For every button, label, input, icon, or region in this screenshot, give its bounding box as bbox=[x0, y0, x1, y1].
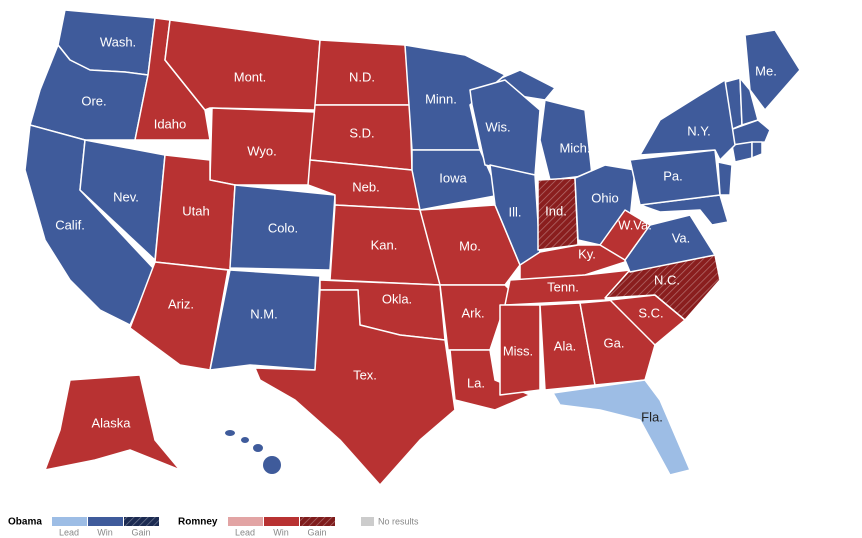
states: Wash. Ore. Calif. Nev. Idaho Mont. Wyo. Utah Col… bbox=[24, 9, 801, 486]
state bbox=[552, 379, 691, 476]
state-label: Ga. bbox=[604, 335, 625, 350]
state-label: Ariz. bbox=[168, 296, 194, 311]
state-label: Mont. bbox=[234, 69, 267, 84]
state-label: Ill. bbox=[509, 204, 522, 219]
state-label: Mo. bbox=[459, 238, 481, 253]
legend-item-label: Gain bbox=[307, 527, 326, 537]
state bbox=[639, 79, 736, 161]
state-label: Ala. bbox=[554, 338, 576, 353]
state-label: N.C. bbox=[654, 272, 680, 287]
island bbox=[253, 444, 263, 452]
state-label: Alaska bbox=[91, 415, 131, 430]
state-label: Calif. bbox=[55, 217, 85, 232]
state bbox=[209, 269, 321, 371]
legend-group-name: Obama bbox=[8, 517, 42, 528]
legend-swatch bbox=[52, 517, 87, 526]
state-label: Minn. bbox=[425, 91, 457, 106]
state-label: Ark. bbox=[461, 305, 484, 320]
legend-item-label: Win bbox=[273, 527, 289, 537]
state-label: Ind. bbox=[545, 203, 567, 218]
state bbox=[419, 204, 521, 286]
state-hatch bbox=[538, 178, 578, 250]
state bbox=[579, 299, 656, 386]
island bbox=[263, 456, 281, 474]
state-label: N.D. bbox=[349, 69, 375, 84]
state-label: Wis. bbox=[485, 119, 510, 134]
state-shape bbox=[751, 141, 763, 159]
legend-swatch bbox=[228, 517, 263, 526]
state bbox=[499, 304, 541, 396]
state-label: La. bbox=[467, 375, 485, 390]
state-label: Okla. bbox=[382, 291, 412, 306]
legend-item-label: Gain bbox=[131, 527, 150, 537]
state-label: Colo. bbox=[268, 220, 298, 235]
state-label: S.C. bbox=[638, 305, 663, 320]
state-label: Kan. bbox=[371, 237, 398, 252]
state-label: Miss. bbox=[503, 343, 533, 358]
state-label: Iowa bbox=[439, 170, 467, 185]
state-label: Neb. bbox=[352, 179, 379, 194]
state-label: S.D. bbox=[349, 125, 374, 140]
legend-item-label: No results bbox=[378, 516, 419, 526]
state-label: N.Y. bbox=[687, 123, 711, 138]
state-label: Idaho bbox=[154, 116, 187, 131]
state bbox=[411, 149, 501, 211]
state bbox=[44, 374, 181, 471]
state-label: W.Va. bbox=[618, 217, 652, 232]
state-label: Tex. bbox=[353, 367, 377, 382]
state-label: Wash. bbox=[100, 34, 136, 49]
state-label: Fla. bbox=[641, 409, 663, 424]
legend-swatch bbox=[264, 517, 299, 526]
state-label: Tenn. bbox=[547, 279, 579, 294]
state bbox=[129, 261, 229, 371]
legend-item-label: Lead bbox=[59, 527, 79, 537]
state bbox=[254, 289, 456, 486]
state-label: Utah bbox=[182, 203, 209, 218]
legend-item-label: Win bbox=[97, 527, 113, 537]
state-label: Ky. bbox=[578, 246, 596, 261]
legend-group-name: Romney bbox=[178, 517, 218, 528]
state bbox=[744, 29, 801, 111]
island bbox=[241, 437, 249, 443]
legend-swatch-hatch bbox=[300, 517, 335, 526]
state-label: N.M. bbox=[250, 306, 277, 321]
state-label: Mich. bbox=[559, 140, 590, 155]
state bbox=[599, 209, 651, 261]
state-label: Me. bbox=[755, 63, 777, 78]
state-label: Va. bbox=[672, 230, 691, 245]
state-label: Pa. bbox=[663, 168, 683, 183]
legend: Obama Lead Win Gain Romney Lead Win Gain No resu… bbox=[8, 516, 419, 537]
state-label: Ore. bbox=[81, 93, 106, 108]
state-label: Wyo. bbox=[247, 143, 277, 158]
island bbox=[225, 430, 235, 436]
legend-swatch bbox=[361, 517, 374, 526]
legend-item-label: Lead bbox=[235, 527, 255, 537]
state bbox=[449, 349, 531, 411]
state bbox=[629, 149, 721, 206]
legend-swatch bbox=[88, 517, 123, 526]
state-label: Nev. bbox=[113, 189, 139, 204]
legend-swatch-hatch bbox=[124, 517, 159, 526]
state-label: Ohio bbox=[591, 190, 618, 205]
